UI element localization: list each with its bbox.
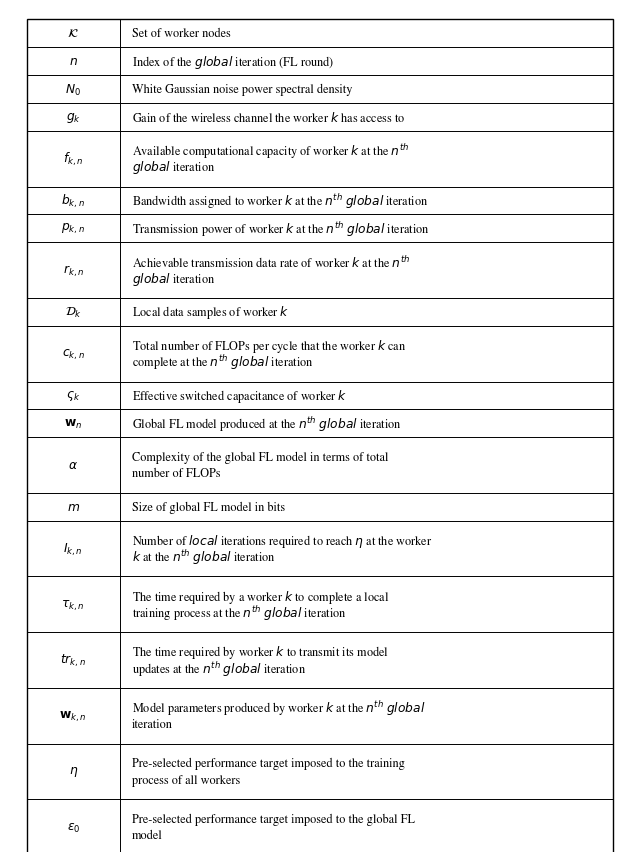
Text: The time required by a worker $k$ to complete a local: The time required by a worker $k$ to com… bbox=[131, 588, 389, 605]
Text: $\mathbf{w}_{k,n}$: $\mathbf{w}_{k,n}$ bbox=[60, 709, 87, 723]
Text: $\mathbf{w}_n$: $\mathbf{w}_n$ bbox=[64, 417, 83, 430]
Text: Size of global FL model in bits: Size of global FL model in bits bbox=[131, 501, 285, 514]
Text: complete at the $n^{th}$ $\mathit{global}$ iteration: complete at the $n^{th}$ $\mathit{global… bbox=[131, 353, 313, 372]
Text: $r_{k,n}$: $r_{k,n}$ bbox=[63, 263, 84, 279]
Text: $tr_{k,n}$: $tr_{k,n}$ bbox=[60, 652, 86, 669]
Text: updates at the $n^{th}$ $\mathit{global}$ iteration: updates at the $n^{th}$ $\mathit{global}… bbox=[131, 659, 306, 678]
Text: Complexity of the global FL model in terms of total: Complexity of the global FL model in ter… bbox=[131, 452, 388, 463]
Text: The time required by worker $k$ to transmit its model: The time required by worker $k$ to trans… bbox=[131, 643, 388, 660]
Text: $\epsilon_0$: $\epsilon_0$ bbox=[67, 820, 80, 834]
Text: Model parameters produced by worker $k$ at the $n^{th}$ $\mathit{global}$: Model parameters produced by worker $k$ … bbox=[131, 698, 425, 717]
Text: $I_{k,n}$: $I_{k,n}$ bbox=[63, 541, 83, 557]
Text: Set of worker nodes: Set of worker nodes bbox=[131, 28, 230, 40]
Text: Available computational capacity of worker $k$ at the $n^{th}$: Available computational capacity of work… bbox=[131, 141, 409, 161]
Text: Total number of FLOPs per cycle that the worker $k$ can: Total number of FLOPs per cycle that the… bbox=[131, 337, 406, 354]
Text: $\mathcal{D}_k$: $\mathcal{D}_k$ bbox=[65, 306, 82, 320]
Text: $\mathcal{K}$: $\mathcal{K}$ bbox=[67, 28, 79, 40]
Text: $c_{k,n}$: $c_{k,n}$ bbox=[61, 347, 84, 361]
Text: $\mathit{global}$ iteration: $\mathit{global}$ iteration bbox=[131, 159, 214, 176]
Text: Achievable transmission data rate of worker $k$ at the $n^{th}$: Achievable transmission data rate of wor… bbox=[131, 255, 410, 270]
Text: $m$: $m$ bbox=[67, 501, 80, 513]
Text: $b_{k,n}$: $b_{k,n}$ bbox=[61, 193, 85, 210]
Text: $\eta$: $\eta$ bbox=[68, 764, 78, 779]
Text: $\tau_{k,n}$: $\tau_{k,n}$ bbox=[61, 597, 85, 612]
Text: Bandwidth assigned to worker $k$ at the $n^{th}$ $\mathit{global}$ iteration: Bandwidth assigned to worker $k$ at the … bbox=[131, 192, 428, 210]
Text: Index of the $\mathit{global}$ iteration (FL round): Index of the $\mathit{global}$ iteration… bbox=[131, 54, 333, 71]
Text: $k$ at the $n^{th}$ $\mathit{global}$ iteration: $k$ at the $n^{th}$ $\mathit{global}$ it… bbox=[131, 548, 275, 567]
Text: Pre-selected performance target imposed to the training: Pre-selected performance target imposed … bbox=[131, 757, 404, 769]
Text: training process at the $n^{th}$ $\mathit{global}$ iteration: training process at the $n^{th}$ $\mathi… bbox=[131, 603, 346, 622]
Text: $n$: $n$ bbox=[68, 56, 77, 68]
Text: $p_{k,n}$: $p_{k,n}$ bbox=[61, 222, 85, 236]
Text: Gain of the wireless channel the worker $k$ has access to: Gain of the wireless channel the worker … bbox=[131, 111, 405, 124]
Text: Transmission power of worker $k$ at the $n^{th}$ $\mathit{global}$ iteration: Transmission power of worker $k$ at the … bbox=[131, 220, 429, 239]
Text: Global FL model produced at the $n^{th}$ $\mathit{global}$ iteration: Global FL model produced at the $n^{th}$… bbox=[131, 414, 401, 433]
Text: Effective switched capacitance of worker $k$: Effective switched capacitance of worker… bbox=[131, 388, 347, 405]
Text: model: model bbox=[131, 830, 163, 841]
Text: number of FLOPs: number of FLOPs bbox=[131, 468, 220, 480]
Text: $g_k$: $g_k$ bbox=[66, 111, 81, 124]
Text: $N_0$: $N_0$ bbox=[65, 83, 81, 97]
Text: Number of $\mathit{local}$ iterations required to reach $\eta$ at the worker: Number of $\mathit{local}$ iterations re… bbox=[131, 532, 432, 550]
Text: iteration: iteration bbox=[131, 718, 172, 730]
Text: process of all workers: process of all workers bbox=[131, 774, 240, 786]
Text: White Gaussian noise power spectral density: White Gaussian noise power spectral dens… bbox=[131, 83, 352, 96]
Text: $f_{k,n}$: $f_{k,n}$ bbox=[63, 151, 83, 168]
Text: $\mathit{global}$ iteration: $\mathit{global}$ iteration bbox=[131, 271, 214, 287]
Text: $\varsigma_k$: $\varsigma_k$ bbox=[66, 389, 81, 403]
Text: Pre-selected performance target imposed to the global FL: Pre-selected performance target imposed … bbox=[131, 813, 415, 825]
Text: $\alpha$: $\alpha$ bbox=[68, 459, 78, 471]
Text: Local data samples of worker $k$: Local data samples of worker $k$ bbox=[131, 304, 289, 321]
